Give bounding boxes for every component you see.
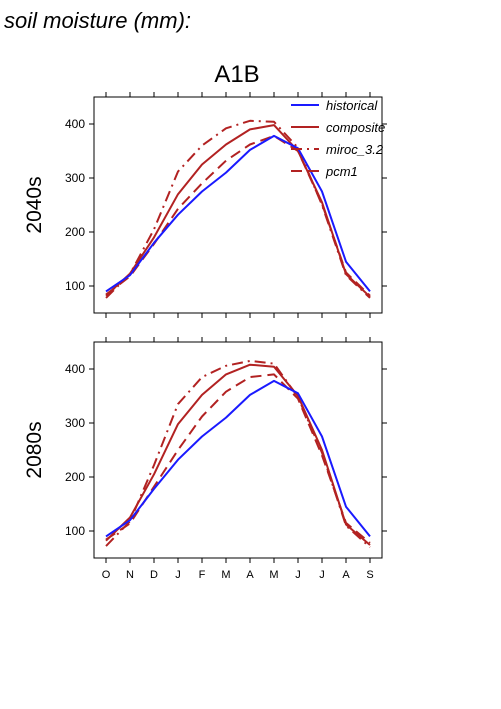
series-line-miroc-3-2 — [105, 359, 371, 548]
y-tick-label: 400 — [65, 362, 85, 376]
x-tick-label: J — [319, 569, 325, 581]
plot-frame — [93, 96, 383, 314]
x-tick-label: M — [221, 569, 230, 581]
x-tick-label: S — [366, 569, 373, 581]
chart-title: A1B — [214, 61, 259, 88]
legend-label-miroc-3-2: miroc_3.2 — [326, 142, 384, 157]
panels: 2040s 100 200 300 400 historical composite miro… — [23, 92, 387, 581]
x-tick-label: A — [246, 569, 254, 581]
series-line-composite — [105, 363, 371, 546]
panel-2080s: 2080s 100 200 300 400 O N D J F M A M J J A S — [23, 337, 387, 581]
x-tick-label: O — [102, 569, 111, 581]
legend-label-pcm1: pcm1 — [325, 164, 358, 179]
page-title: soil moisture (mm): — [4, 8, 191, 33]
plot-frame — [93, 341, 383, 559]
x-tick-label: J — [175, 569, 181, 581]
series-line-historical — [105, 379, 371, 538]
row-label: 2040s — [23, 176, 46, 233]
y-tick-label: 100 — [65, 279, 85, 293]
y-tick-label: 200 — [65, 225, 85, 239]
x-tick-label: F — [199, 569, 206, 581]
legend: historical composite miroc_3.2 pcm1 — [291, 98, 385, 179]
y-tick-label: 100 — [65, 524, 85, 538]
legend-label-composite: composite — [326, 120, 385, 135]
row-label: 2080s — [23, 421, 46, 478]
y-tick-label: 400 — [65, 117, 85, 131]
x-tick-label: N — [126, 569, 134, 581]
y-tick-label: 200 — [65, 470, 85, 484]
x-tick-label: J — [295, 569, 301, 581]
x-tick-label: D — [150, 569, 158, 581]
x-tick-label: A — [342, 569, 350, 581]
panel-2040s: 2040s 100 200 300 400 historical composite miro… — [23, 92, 387, 318]
series-line-pcm1 — [105, 134, 371, 297]
y-tick-label: 300 — [65, 416, 85, 430]
y-tick-label: 300 — [65, 171, 85, 185]
x-tick-label: M — [269, 569, 278, 581]
legend-label-historical: historical — [326, 98, 378, 113]
series-line-pcm1 — [105, 373, 371, 544]
series-line-miroc-3-2 — [105, 119, 371, 299]
series-line-historical — [105, 134, 371, 293]
